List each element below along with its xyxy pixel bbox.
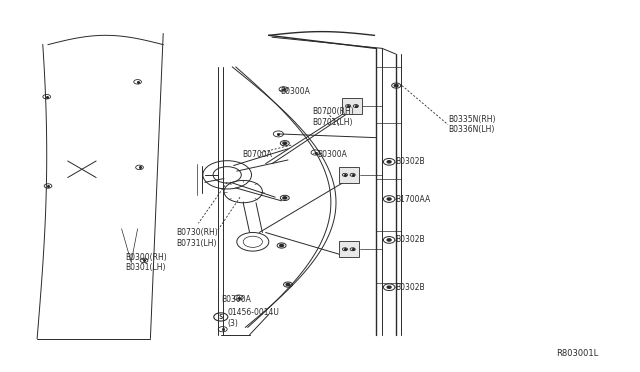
Circle shape (283, 142, 287, 144)
Text: B0302B: B0302B (396, 283, 425, 292)
Circle shape (387, 286, 391, 288)
Text: B0302B: B0302B (396, 157, 425, 166)
Text: 01456-0014U
(3): 01456-0014U (3) (227, 308, 279, 328)
Text: B1700AA: B1700AA (396, 195, 431, 203)
Text: S: S (219, 314, 223, 320)
Circle shape (283, 197, 287, 199)
Circle shape (387, 198, 391, 200)
Circle shape (387, 239, 391, 241)
Text: B0730(RH)
B0731(LH): B0730(RH) B0731(LH) (176, 228, 218, 248)
Text: B0300(RH)
B0301(LH): B0300(RH) B0301(LH) (125, 253, 166, 272)
Circle shape (286, 283, 290, 286)
Text: B0300A: B0300A (280, 87, 310, 96)
Text: B0302B: B0302B (396, 235, 425, 244)
FancyBboxPatch shape (342, 98, 362, 114)
Circle shape (387, 161, 391, 163)
Circle shape (280, 244, 284, 247)
FancyBboxPatch shape (339, 241, 359, 257)
Text: B0335N(RH)
B0336N(LH): B0335N(RH) B0336N(LH) (448, 115, 495, 134)
Circle shape (394, 84, 398, 87)
Text: R803001L: R803001L (556, 349, 598, 358)
Text: B0700A: B0700A (242, 150, 272, 159)
Text: B0300A: B0300A (221, 295, 251, 304)
FancyBboxPatch shape (339, 167, 359, 183)
Text: B0300A: B0300A (317, 150, 347, 159)
Text: B0700(RH)
B0701(LH): B0700(RH) B0701(LH) (312, 108, 354, 127)
